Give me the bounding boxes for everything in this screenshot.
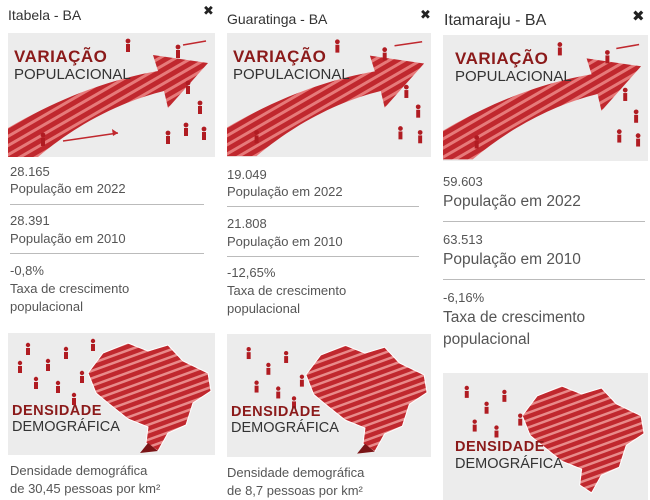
divider <box>227 206 419 207</box>
city-name: Itamaraju - BA <box>444 12 547 29</box>
growth-rate-label-line1: Taxa de crescimento <box>443 309 586 326</box>
close-icon[interactable]: ✖ <box>203 3 214 18</box>
population-2010-value: 21.808 <box>227 216 267 231</box>
density-banner: DENSIDADE DEMOGRÁFICA <box>443 373 648 500</box>
density-subtitle: DEMOGRÁFICA <box>231 420 339 436</box>
brazil-map-illustration <box>464 385 645 494</box>
density-banner: DENSIDADE DEMOGRÁFICA <box>8 333 215 455</box>
variation-subtitle: POPULACIONAL <box>14 66 131 83</box>
variation-banner: VARIAÇÃO POPULACIONAL <box>8 33 215 157</box>
population-2022-label: População em 2022 <box>227 184 343 199</box>
city-name: Itabela - BA <box>8 7 82 23</box>
variation-arrow-illustration <box>8 38 208 157</box>
growth-rate-label-line2: populacional <box>443 331 531 348</box>
divider <box>227 256 419 257</box>
density-subtitle: DEMOGRÁFICA <box>12 419 120 435</box>
growth-rate-value: -6,16% <box>443 290 485 305</box>
city-card-guaratinga: Guaratinga - BA ✖ VARIAÇÃO POPU <box>219 0 431 500</box>
variation-title: VARIAÇÃO <box>455 49 549 68</box>
growth-rate-value: -12,65% <box>227 265 276 280</box>
variation-arrow-illustration <box>227 39 425 157</box>
population-2022-value: 28.165 <box>10 164 50 179</box>
variation-subtitle: POPULACIONAL <box>233 66 350 83</box>
population-2010-label: População em 2010 <box>443 251 581 268</box>
population-2022-label: População em 2022 <box>10 181 126 196</box>
density-subtitle: DEMOGRÁFICA <box>455 456 563 472</box>
variation-subtitle: POPULACIONAL <box>455 68 572 85</box>
divider <box>10 253 204 254</box>
divider <box>443 221 645 222</box>
growth-rate-label-line2: populacional <box>10 299 84 314</box>
density-banner: DENSIDADE DEMOGRÁFICA <box>227 334 431 457</box>
density-title: DENSIDADE <box>12 403 102 419</box>
city-card-itamaraju: Itamaraju - BA ✖ VARIAÇÃO POPUL <box>436 0 650 500</box>
population-2010-value: 28.391 <box>10 213 50 228</box>
divider <box>443 279 645 280</box>
population-2022-value: 59.603 <box>443 174 483 189</box>
growth-rate-label-line2: populacional <box>227 301 301 316</box>
population-2010-label: População em 2010 <box>10 231 126 246</box>
density-title: DENSIDADE <box>455 439 545 455</box>
variation-title: VARIAÇÃO <box>14 47 108 66</box>
variation-banner: VARIAÇÃO POPULACIONAL <box>443 35 648 161</box>
population-2010-label: População em 2010 <box>227 234 343 249</box>
variation-banner: VARIAÇÃO POPULACIONAL <box>227 33 431 157</box>
variation-title: VARIAÇÃO <box>233 47 327 66</box>
close-icon[interactable]: ✖ <box>420 7 431 22</box>
city-card-itabela: Itabela - BA ✖ <box>0 0 218 500</box>
close-icon[interactable]: ✖ <box>632 8 645 25</box>
brazil-map-illustration <box>246 344 428 454</box>
population-2010-value: 63.513 <box>443 232 483 247</box>
density-title: DENSIDADE <box>231 404 321 420</box>
growth-rate-label-line1: Taxa de crescimento <box>227 283 347 298</box>
density-text-line2: de 30,45 pessoas por km² <box>10 481 161 496</box>
city-name: Guaratinga - BA <box>227 11 328 27</box>
density-text-line1: Densidade demográfica <box>10 463 148 478</box>
divider <box>10 204 204 205</box>
population-2022-value: 19.049 <box>227 167 267 182</box>
density-text-line2: de 8,7 pessoas por km² <box>227 483 363 498</box>
population-2022-label: População em 2022 <box>443 193 581 210</box>
growth-rate-value: -0,8% <box>10 263 44 278</box>
density-text-line1: Densidade demográfica <box>227 465 365 480</box>
variation-arrow-illustration <box>443 42 642 160</box>
growth-rate-label-line1: Taxa de crescimento <box>10 281 130 296</box>
brazil-map-illustration <box>17 338 212 453</box>
